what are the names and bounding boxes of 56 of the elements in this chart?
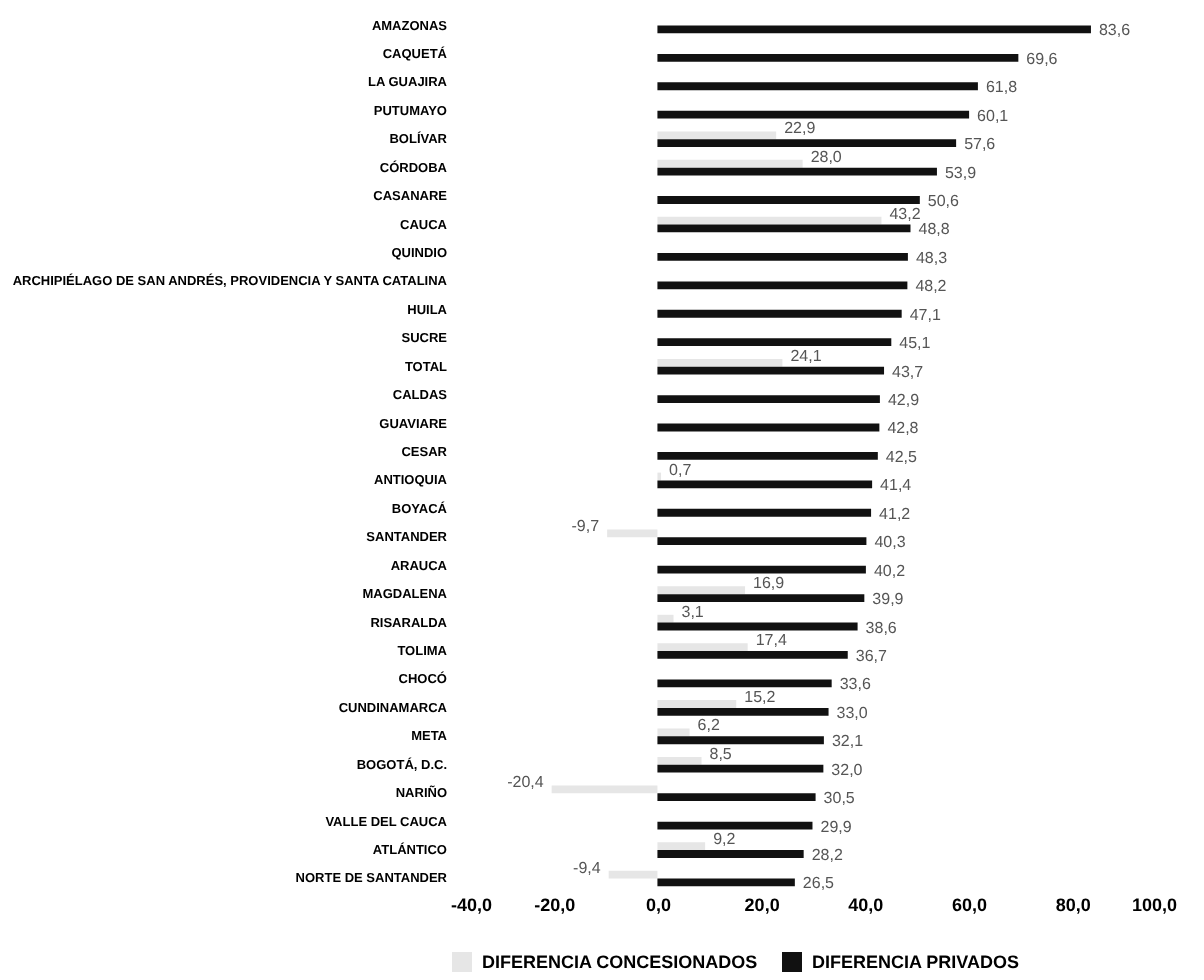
x-tick-label: 60,0: [952, 895, 988, 915]
data-label: 48,3: [915, 248, 949, 267]
legend-label: DIFERENCIA PRIVADOS: [812, 952, 1020, 972]
data-label: 53,9: [944, 163, 978, 182]
x-tick-label: 20,0: [744, 895, 780, 915]
data-label: 32,0: [831, 760, 864, 779]
data-label: 48,2: [915, 277, 948, 296]
x-tick-label: -40,0: [451, 895, 493, 915]
data-label: 83,6: [1098, 21, 1132, 40]
x-tick-label: -20,0: [534, 895, 576, 915]
x-tick-label: 0,0: [645, 895, 671, 915]
data-label: 40,3: [874, 533, 907, 552]
data-label: 42,8: [887, 419, 920, 438]
data-label: 38,6: [865, 618, 898, 637]
data-label: 50,6: [927, 192, 961, 211]
legend-label: DIFERENCIA CONCESIONADOS: [482, 952, 758, 972]
data-label: 17,4: [755, 631, 788, 650]
data-label: 26,5: [802, 874, 836, 893]
data-label: 43,7: [892, 362, 925, 381]
data-label: 15,2: [744, 687, 777, 706]
data-label: 28,2: [811, 845, 844, 864]
data-label: 33,6: [839, 675, 872, 694]
data-label: 41,2: [879, 504, 912, 523]
data-label: 60,1: [977, 106, 1010, 125]
data-label: -9,7: [571, 517, 601, 536]
data-label: 45,1: [899, 334, 932, 353]
data-label: 28,0: [810, 147, 843, 166]
data-label: 40,2: [873, 561, 907, 580]
x-tick-label: 80,0: [1055, 895, 1091, 915]
data-label: 41,4: [880, 476, 913, 495]
data-label: 32,1: [831, 732, 865, 751]
data-label: 3,1: [681, 602, 705, 621]
data-label: 69,6: [1026, 49, 1059, 68]
data-label: 43,2: [889, 204, 922, 223]
data-label: 8,5: [709, 744, 733, 763]
data-label: 47,1: [909, 305, 942, 324]
x-tick-label: 40,0: [848, 895, 884, 915]
data-label: 16,9: [753, 574, 786, 593]
x-tick-label: 100,0: [1131, 895, 1177, 915]
data-label: 33,0: [836, 703, 869, 722]
data-label: 57,6: [964, 135, 997, 154]
data-label: 61,8: [985, 78, 1019, 97]
data-label: 9,2: [713, 830, 737, 849]
data-label: -20,4: [507, 773, 545, 792]
data-label: 42,9: [887, 391, 921, 410]
data-label: 29,9: [820, 817, 853, 836]
data-label: 48,8: [918, 220, 951, 239]
data-label: 36,7: [855, 646, 888, 665]
data-label: 6,2: [697, 716, 721, 735]
data-label: 30,5: [823, 789, 856, 808]
data-label: 0,7: [669, 460, 693, 479]
data-label: 24,1: [790, 346, 823, 365]
data-label: -9,4: [573, 858, 602, 877]
data-label: 39,9: [872, 590, 905, 609]
data-label: 22,9: [784, 119, 817, 138]
data-label: 42,5: [885, 447, 919, 466]
